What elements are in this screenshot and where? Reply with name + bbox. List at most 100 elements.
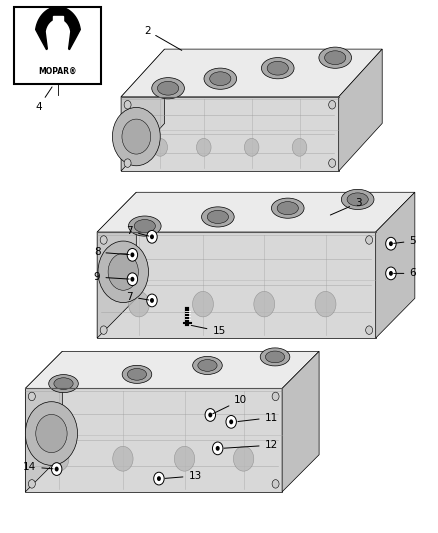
Ellipse shape xyxy=(261,58,294,79)
Circle shape xyxy=(131,253,134,257)
Ellipse shape xyxy=(134,220,155,232)
Circle shape xyxy=(272,392,279,401)
Circle shape xyxy=(128,292,149,317)
Ellipse shape xyxy=(36,415,67,453)
Circle shape xyxy=(127,248,138,261)
Ellipse shape xyxy=(49,375,78,393)
Circle shape xyxy=(124,101,131,109)
Circle shape xyxy=(49,446,69,471)
Ellipse shape xyxy=(98,241,148,303)
Circle shape xyxy=(328,159,336,167)
Text: 7: 7 xyxy=(127,292,149,302)
Ellipse shape xyxy=(207,211,229,223)
Text: 13: 13 xyxy=(165,471,201,481)
Circle shape xyxy=(328,101,336,109)
Circle shape xyxy=(113,446,133,471)
Circle shape xyxy=(233,446,254,471)
Circle shape xyxy=(150,235,154,239)
Ellipse shape xyxy=(113,108,160,166)
Ellipse shape xyxy=(267,61,288,75)
Ellipse shape xyxy=(341,189,374,209)
Text: 4: 4 xyxy=(35,87,52,112)
Ellipse shape xyxy=(325,51,346,64)
Polygon shape xyxy=(35,7,80,50)
Circle shape xyxy=(193,292,213,317)
Ellipse shape xyxy=(193,357,222,375)
Circle shape xyxy=(208,413,212,417)
Circle shape xyxy=(147,230,157,243)
Circle shape xyxy=(315,292,336,317)
Polygon shape xyxy=(121,49,382,97)
Circle shape xyxy=(100,326,107,334)
Polygon shape xyxy=(121,49,165,171)
Ellipse shape xyxy=(319,47,352,68)
Circle shape xyxy=(131,277,134,281)
Circle shape xyxy=(272,480,279,488)
Circle shape xyxy=(254,292,275,317)
Circle shape xyxy=(389,271,393,276)
Circle shape xyxy=(127,273,138,286)
Polygon shape xyxy=(53,16,63,38)
Text: 5: 5 xyxy=(394,236,416,246)
Circle shape xyxy=(205,409,215,421)
Circle shape xyxy=(150,298,154,303)
Circle shape xyxy=(100,236,107,244)
Polygon shape xyxy=(25,351,319,389)
Circle shape xyxy=(28,392,35,401)
Circle shape xyxy=(28,480,35,488)
Circle shape xyxy=(197,139,211,156)
Circle shape xyxy=(389,241,393,246)
Polygon shape xyxy=(282,351,319,492)
Ellipse shape xyxy=(127,368,147,380)
Ellipse shape xyxy=(122,119,151,154)
Ellipse shape xyxy=(128,216,161,236)
Circle shape xyxy=(292,139,307,156)
Ellipse shape xyxy=(152,78,184,99)
Circle shape xyxy=(215,446,220,451)
Polygon shape xyxy=(97,192,136,338)
Polygon shape xyxy=(339,49,382,171)
Circle shape xyxy=(174,446,195,471)
Ellipse shape xyxy=(277,201,298,215)
Text: 6: 6 xyxy=(394,269,416,278)
FancyBboxPatch shape xyxy=(14,7,102,84)
Ellipse shape xyxy=(260,348,290,366)
Text: 3: 3 xyxy=(330,198,362,215)
Circle shape xyxy=(147,294,157,307)
Ellipse shape xyxy=(272,198,304,218)
Ellipse shape xyxy=(204,68,237,90)
Circle shape xyxy=(229,419,233,424)
Circle shape xyxy=(212,442,223,455)
Ellipse shape xyxy=(201,207,234,227)
Ellipse shape xyxy=(54,378,73,390)
Circle shape xyxy=(366,236,373,244)
Circle shape xyxy=(51,463,62,475)
Text: 12: 12 xyxy=(224,440,278,450)
Circle shape xyxy=(55,466,59,472)
Text: 15: 15 xyxy=(191,325,226,336)
Text: 14: 14 xyxy=(23,462,53,472)
Polygon shape xyxy=(25,389,282,492)
Polygon shape xyxy=(25,351,62,492)
Circle shape xyxy=(124,159,131,167)
Text: 11: 11 xyxy=(238,413,278,423)
Circle shape xyxy=(157,476,161,481)
Ellipse shape xyxy=(210,72,231,86)
Ellipse shape xyxy=(198,360,217,372)
Text: 2: 2 xyxy=(144,26,182,51)
Circle shape xyxy=(386,237,396,250)
Text: MOPAR®: MOPAR® xyxy=(39,67,77,76)
Text: 8: 8 xyxy=(94,247,129,257)
Text: 10: 10 xyxy=(213,395,247,414)
Circle shape xyxy=(154,472,164,485)
Ellipse shape xyxy=(265,351,285,363)
Ellipse shape xyxy=(347,193,368,206)
Ellipse shape xyxy=(122,365,152,383)
Circle shape xyxy=(226,416,237,428)
Polygon shape xyxy=(121,97,339,171)
Text: 7: 7 xyxy=(127,226,149,236)
Text: 9: 9 xyxy=(94,272,129,282)
Polygon shape xyxy=(97,232,376,338)
Circle shape xyxy=(366,326,373,334)
Ellipse shape xyxy=(158,82,179,95)
